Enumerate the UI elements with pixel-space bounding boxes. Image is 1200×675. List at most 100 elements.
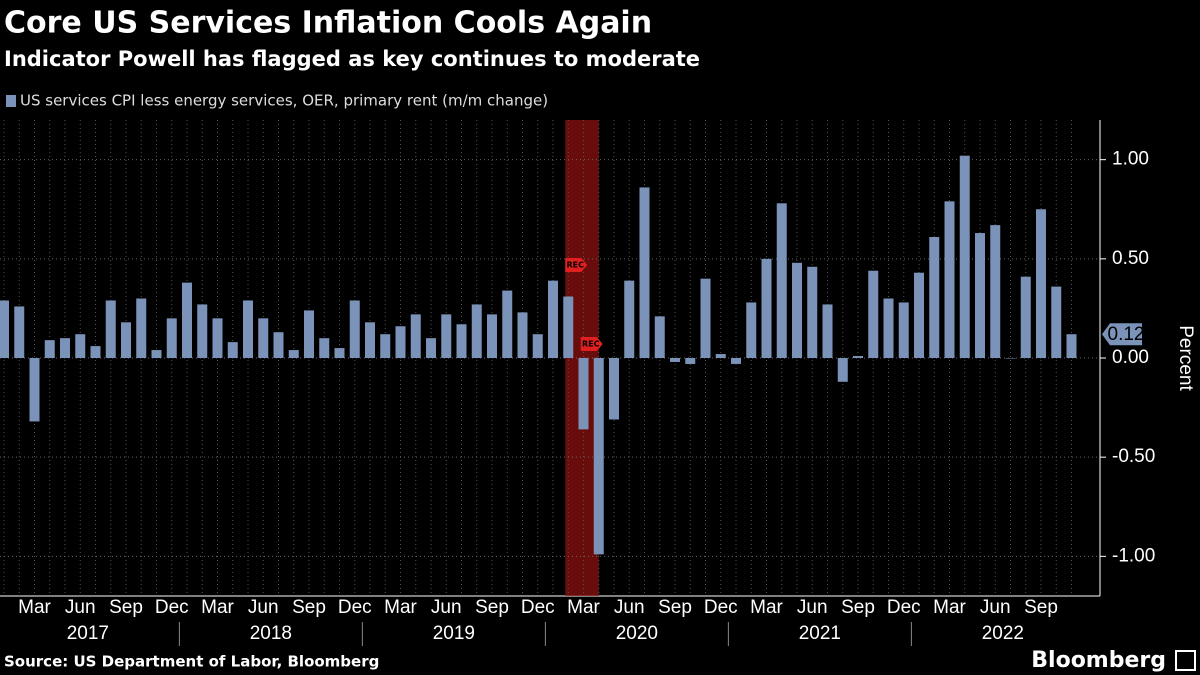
legend-swatch xyxy=(6,95,16,107)
bar xyxy=(1036,209,1046,358)
bar xyxy=(29,358,40,422)
x-tick-label: Dec xyxy=(521,597,555,618)
brand: Bloomberg xyxy=(1031,648,1166,673)
bar xyxy=(182,282,192,358)
x-tick-label: Dec xyxy=(338,597,372,618)
bar xyxy=(410,314,421,358)
recession-marker xyxy=(565,258,588,272)
bar xyxy=(1020,276,1031,358)
bar xyxy=(349,300,360,358)
brand-icon xyxy=(1175,650,1196,671)
last-value-label: 0.12 xyxy=(1108,324,1145,345)
bar xyxy=(593,358,604,555)
x-tick-label: Jun xyxy=(797,597,828,618)
bar xyxy=(1051,286,1062,358)
bar xyxy=(304,310,314,358)
legend-label: US services CPI less energy services, OE… xyxy=(20,92,548,110)
x-tick-label: Mar xyxy=(750,597,783,618)
bar xyxy=(837,358,848,382)
bar xyxy=(822,304,833,358)
bar xyxy=(243,300,253,358)
bar xyxy=(639,187,650,358)
y-tick-label: -1.00 xyxy=(1112,545,1155,566)
bar xyxy=(395,326,406,358)
bar xyxy=(959,155,970,358)
recession-marker xyxy=(580,337,603,351)
recession-label: REC xyxy=(567,261,585,270)
bar xyxy=(776,203,787,358)
bar xyxy=(883,298,894,358)
bar xyxy=(105,300,116,358)
bar xyxy=(1066,334,1077,358)
bar xyxy=(868,270,879,358)
x-tick-label: Mar xyxy=(201,597,234,618)
bar xyxy=(471,304,482,358)
x-tick-label: Mar xyxy=(567,597,600,618)
bar xyxy=(807,266,818,358)
bar xyxy=(487,314,497,358)
x-tick-label: Jun xyxy=(614,597,645,618)
x-tick-label: Sep xyxy=(109,597,143,618)
bar xyxy=(166,318,177,358)
x-tick-label: Dec xyxy=(704,597,738,618)
bar xyxy=(532,334,543,358)
bar xyxy=(548,280,558,358)
bar xyxy=(151,350,162,358)
bar xyxy=(14,306,25,358)
bar xyxy=(380,334,391,358)
bar xyxy=(670,358,680,362)
y-tick-label: 0.50 xyxy=(1112,248,1149,269)
bar xyxy=(502,290,513,358)
bar xyxy=(914,272,924,358)
bar xyxy=(731,358,741,364)
bar xyxy=(1005,358,1016,359)
x-year-label: 2020 xyxy=(616,623,658,644)
bar xyxy=(563,296,574,358)
bar xyxy=(654,316,665,358)
x-year-label: 2022 xyxy=(982,623,1024,644)
bar xyxy=(227,342,238,358)
bar xyxy=(746,302,757,358)
recession-label: REC xyxy=(582,340,600,349)
y-tick-label: 0.00 xyxy=(1112,347,1149,368)
bar xyxy=(258,318,269,358)
bar xyxy=(365,322,375,358)
bar xyxy=(60,338,70,358)
y-axis-title: Percent xyxy=(1175,325,1196,391)
bar xyxy=(426,338,436,358)
bar xyxy=(44,340,55,358)
bar xyxy=(853,356,863,358)
bar xyxy=(441,314,452,358)
bar xyxy=(609,358,619,420)
bar xyxy=(334,348,345,358)
x-tick-label: Sep xyxy=(1024,597,1058,618)
x-year-label: 2019 xyxy=(433,623,475,644)
x-tick-label: Jun xyxy=(65,597,96,618)
y-tick-label: -0.50 xyxy=(1112,446,1155,467)
bar xyxy=(898,302,909,358)
bar xyxy=(456,324,467,358)
bar xyxy=(700,278,711,358)
bar xyxy=(273,332,284,358)
bar xyxy=(929,237,940,358)
x-tick-label: Sep xyxy=(292,597,326,618)
x-tick-label: Sep xyxy=(658,597,692,618)
bar xyxy=(121,322,131,358)
x-tick-label: Jun xyxy=(980,597,1011,618)
x-tick-label: Mar xyxy=(933,597,966,618)
x-tick-label: Sep xyxy=(841,597,875,618)
source: Source: US Department of Labor, Bloomber… xyxy=(4,653,379,671)
x-tick-label: Dec xyxy=(155,597,189,618)
chart-title: Core US Services Inflation Cools Again xyxy=(4,6,652,41)
bar xyxy=(715,354,726,358)
x-tick-label: Jun xyxy=(248,597,279,618)
chart-subtitle: Indicator Powell has flagged as key cont… xyxy=(4,47,700,71)
bar xyxy=(75,334,86,358)
bar xyxy=(792,262,802,358)
bar xyxy=(517,312,528,358)
bar xyxy=(212,318,223,358)
x-year-label: 2018 xyxy=(250,623,292,644)
bar xyxy=(288,350,299,358)
bar xyxy=(0,300,9,358)
